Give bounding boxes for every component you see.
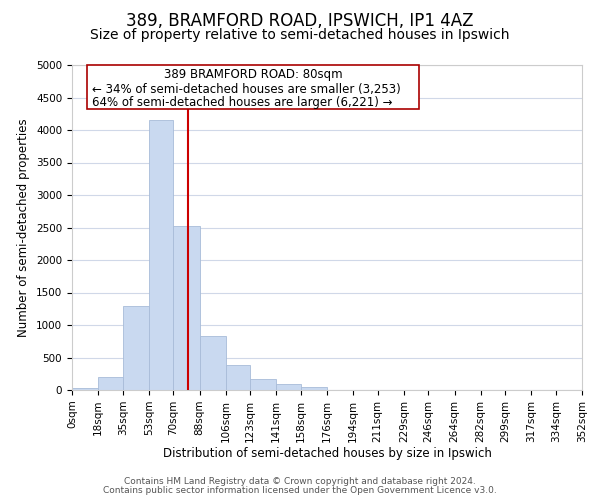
- FancyBboxPatch shape: [88, 65, 419, 109]
- Bar: [173, 226, 200, 390]
- Bar: [276, 384, 301, 390]
- Bar: [123, 306, 149, 390]
- Text: Contains HM Land Registry data © Crown copyright and database right 2024.: Contains HM Land Registry data © Crown c…: [124, 477, 476, 486]
- X-axis label: Distribution of semi-detached houses by size in Ipswich: Distribution of semi-detached houses by …: [163, 448, 491, 460]
- Bar: [149, 120, 173, 390]
- Bar: [226, 366, 250, 390]
- Text: 389, BRAMFORD ROAD, IPSWICH, IP1 4AZ: 389, BRAMFORD ROAD, IPSWICH, IP1 4AZ: [126, 12, 474, 30]
- Bar: [98, 377, 123, 390]
- Text: Size of property relative to semi-detached houses in Ipswich: Size of property relative to semi-detach…: [90, 28, 510, 42]
- Text: 389 BRAMFORD ROAD: 80sqm: 389 BRAMFORD ROAD: 80sqm: [164, 68, 343, 81]
- Y-axis label: Number of semi-detached properties: Number of semi-detached properties: [17, 118, 31, 337]
- Bar: [199, 336, 226, 390]
- Bar: [301, 387, 327, 390]
- Text: 64% of semi-detached houses are larger (6,221) →: 64% of semi-detached houses are larger (…: [92, 96, 393, 109]
- Text: ← 34% of semi-detached houses are smaller (3,253): ← 34% of semi-detached houses are smalle…: [92, 83, 401, 96]
- Text: Contains public sector information licensed under the Open Government Licence v3: Contains public sector information licen…: [103, 486, 497, 495]
- Bar: [250, 379, 276, 390]
- Bar: [72, 388, 98, 390]
